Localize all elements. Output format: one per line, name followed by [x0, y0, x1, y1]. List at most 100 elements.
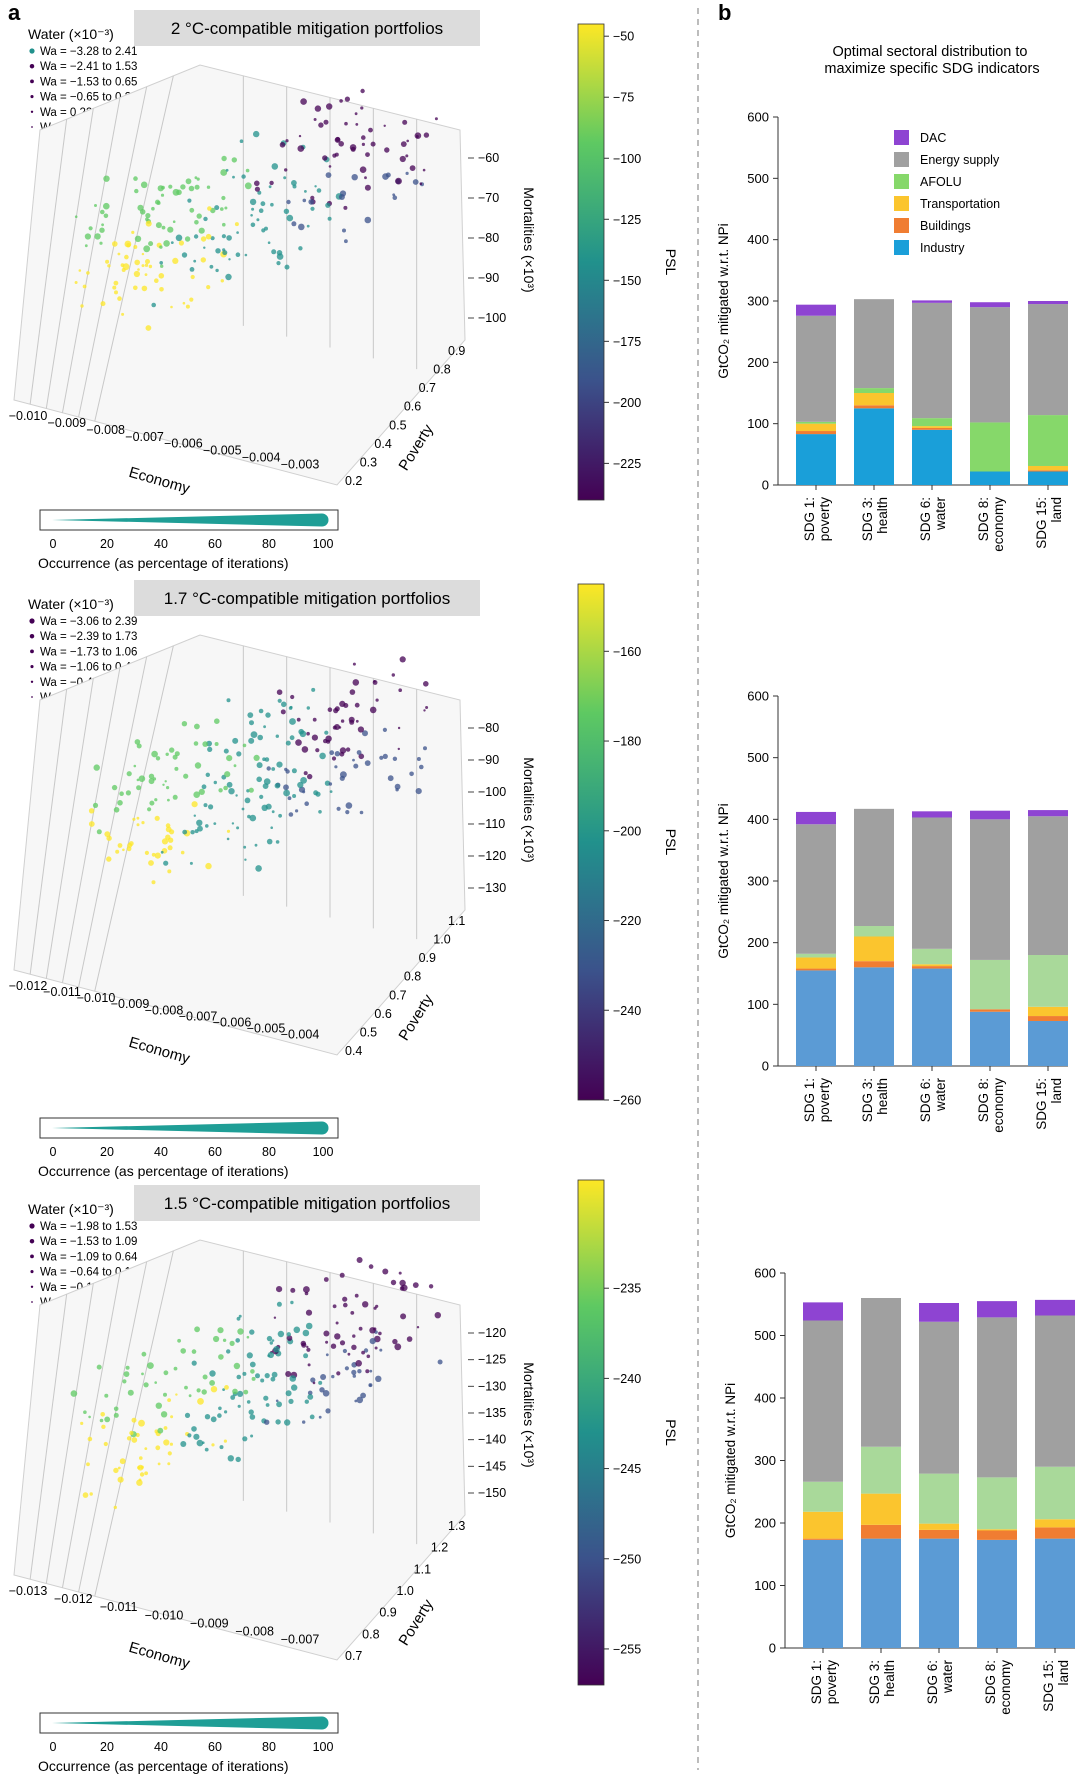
scatter-point — [141, 1372, 144, 1376]
bar-segment — [919, 1473, 959, 1524]
bar-y-axis-label: GtCO₂ mitigated w.r.t. NPi — [723, 1383, 738, 1538]
scatter-point — [304, 190, 307, 193]
scatter-point — [303, 1353, 309, 1359]
scatter-point — [314, 105, 322, 112]
scatter-point — [288, 706, 293, 710]
scatter-point — [334, 751, 341, 757]
scatter-point — [361, 142, 365, 146]
scatter-point — [250, 222, 256, 228]
economy-axis-label: Economy — [127, 464, 192, 498]
bar-segment — [854, 405, 894, 409]
water-legend-marker — [30, 1270, 34, 1274]
scatter-point — [307, 1363, 311, 1367]
scatter-point — [189, 207, 195, 213]
water-legend-marker — [29, 1223, 35, 1229]
scatter-point — [335, 136, 341, 142]
scatter-point — [235, 252, 241, 257]
poverty-tick-label: 0.9 — [419, 951, 436, 965]
scatter-point — [394, 1343, 402, 1351]
scatter-point — [200, 236, 207, 242]
bar-segment — [861, 1446, 901, 1494]
bar-segment — [1028, 1020, 1068, 1066]
scatter-point — [291, 180, 297, 186]
scatter-point — [243, 845, 247, 849]
bar-segment — [1028, 465, 1068, 471]
scatter-point — [382, 173, 389, 180]
bar-segment — [977, 1530, 1017, 1540]
scatter-point — [223, 1439, 227, 1443]
colorbar-tick-label: −255 — [613, 1642, 641, 1656]
scatter-point — [368, 1383, 373, 1388]
scatter-point — [101, 223, 104, 227]
bar-segment — [854, 299, 894, 389]
scatter-point — [419, 764, 424, 770]
scatter-point — [392, 195, 398, 200]
scatter-point — [144, 850, 149, 856]
bar-segment — [854, 967, 894, 1066]
occurrence-wedge — [52, 513, 329, 527]
scatter-point — [253, 130, 260, 138]
scatter-point — [180, 184, 186, 190]
scatter-points — [74, 88, 438, 331]
scatter-point — [373, 1306, 377, 1310]
mortalities-tick-label: −120 — [478, 849, 506, 863]
scatter-point — [298, 134, 302, 138]
scatter-point — [289, 1375, 297, 1382]
bar-legend-label: DAC — [920, 131, 946, 145]
scatter-point — [302, 790, 306, 794]
scatter-point — [392, 756, 398, 761]
mortalities-tick-label: −110 — [478, 817, 505, 831]
bar-y-tick-label: 300 — [754, 1453, 776, 1468]
scatter-point — [351, 1344, 357, 1351]
scatter-point — [172, 188, 180, 196]
scatter-point — [88, 821, 95, 827]
scatter-point — [306, 1347, 311, 1352]
scatter-point — [204, 1414, 211, 1420]
scatter-point — [304, 801, 310, 806]
bar-category-label-line: water — [940, 1659, 955, 1694]
economy-tick-label: −0.010 — [145, 1608, 184, 1622]
scatter-point — [86, 271, 90, 275]
scatter-point — [160, 264, 164, 268]
scatter-point — [359, 166, 367, 173]
bar-chart-2c: 0 100 200 300 400 500 600 GtCO₂ mitigated w.r.t… — [716, 110, 1068, 552]
scatter-point — [70, 1390, 78, 1397]
scatter-point — [193, 814, 196, 817]
scatter-point — [104, 1393, 109, 1398]
bar-segment — [803, 1302, 843, 1321]
scatter-point — [354, 702, 360, 708]
bar-segment — [977, 1477, 1017, 1530]
scatter-point — [165, 834, 171, 840]
scatter-chart-1-5c: 1.5 °C-compatible mitigation portfolios W… — [9, 1179, 679, 1774]
water-legend-marker — [30, 110, 34, 114]
bar-category-label-line: SDG 3: — [867, 1660, 882, 1704]
scatter-point — [327, 707, 333, 712]
scatter-point — [305, 1322, 313, 1330]
bar-category-label-line: SDG 3: — [860, 497, 875, 541]
occurrence-tick-label: 40 — [154, 1740, 168, 1754]
bar-segment — [1035, 1527, 1075, 1539]
scatter-point — [126, 1436, 132, 1441]
scatter-point — [391, 673, 395, 677]
scatter-point — [405, 154, 409, 158]
scatter-point — [270, 826, 274, 829]
scatter-point — [365, 1369, 370, 1374]
bar-segment — [1028, 810, 1068, 817]
scatter-point — [339, 747, 347, 754]
poverty-tick-label: 0.9 — [448, 344, 465, 358]
scatter-point — [313, 118, 317, 121]
economy-tick-label: −0.004 — [281, 1028, 320, 1042]
scatter-point — [277, 1330, 285, 1338]
scatter-point — [428, 1284, 434, 1289]
water-legend-entry: Wa = −2.41 to 1.53 — [40, 61, 137, 73]
scatter-point — [223, 748, 229, 754]
colorbar-tick-label: −240 — [613, 1372, 641, 1386]
scatter-point — [295, 739, 302, 746]
scatter-point — [351, 174, 358, 181]
scatter-point — [144, 1471, 149, 1476]
scatter-point — [159, 245, 163, 249]
scatter-point — [286, 214, 294, 222]
scatter-point — [122, 1379, 127, 1384]
scatter-point — [120, 263, 125, 267]
